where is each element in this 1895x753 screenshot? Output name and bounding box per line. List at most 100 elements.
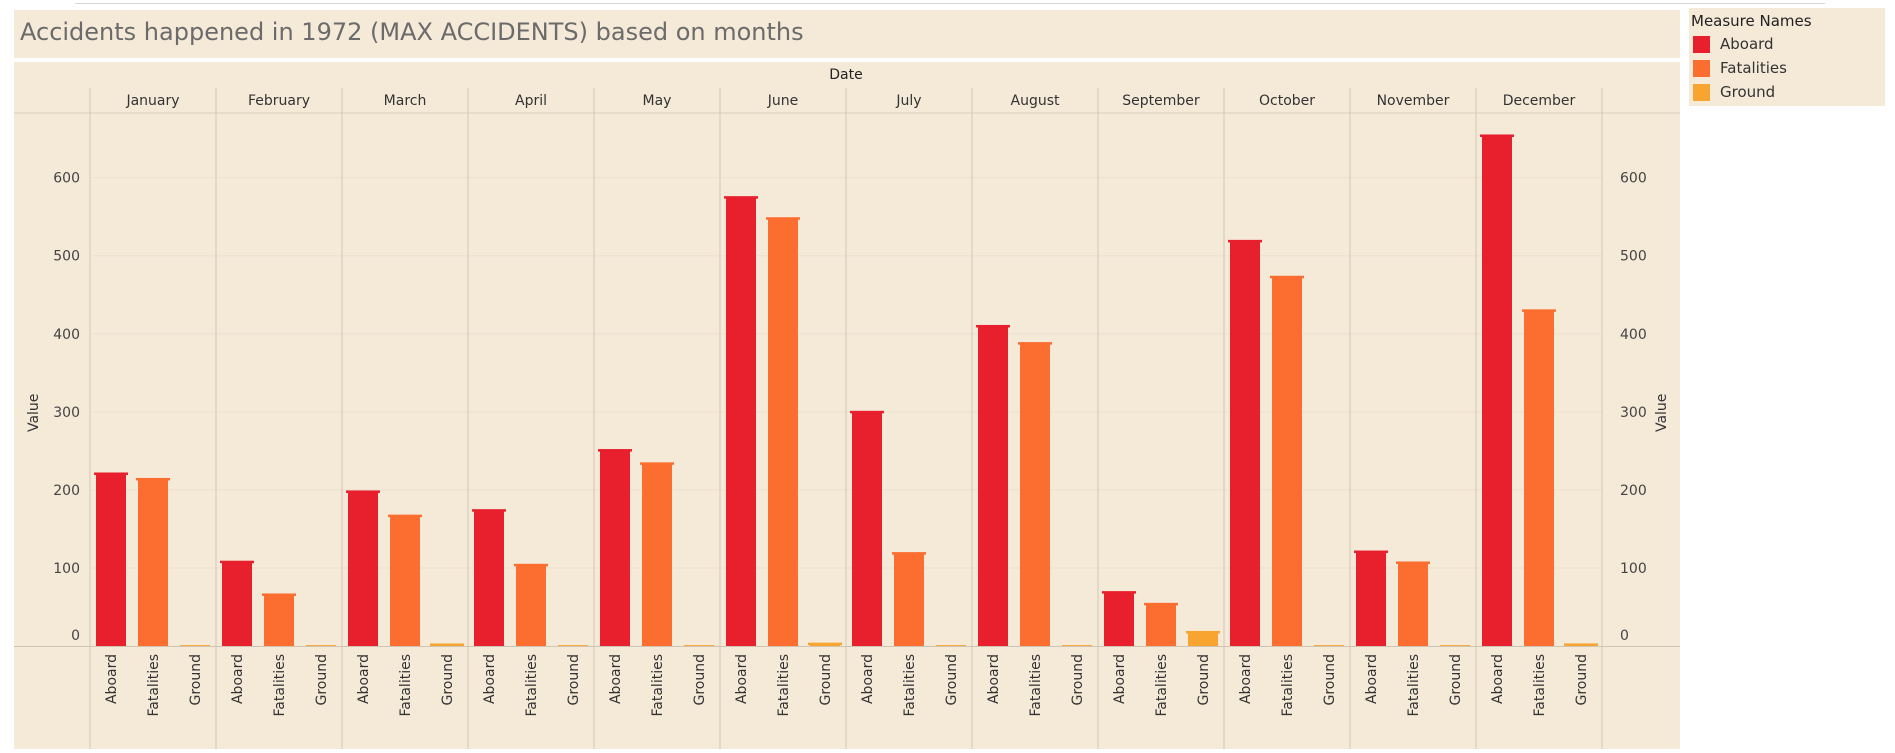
- month-label-june: June: [767, 93, 799, 109]
- bar-october-fatalities: [1272, 276, 1302, 646]
- measure-label-may-aboard: Aboard: [608, 654, 624, 704]
- measure-label-may-ground: Ground: [692, 654, 708, 706]
- legend-swatch-aboard: [1693, 36, 1710, 53]
- measure-label-april-aboard: Aboard: [482, 654, 498, 704]
- bar-september-ground-cap: [1186, 630, 1220, 634]
- bar-september-aboard: [1104, 592, 1134, 646]
- measure-label-september-ground: Ground: [1196, 654, 1212, 706]
- bar-may-fatalities: [642, 463, 672, 646]
- legend: Measure Names Aboard Fatalities Ground: [1689, 8, 1885, 106]
- y-tick-left-400: 400: [53, 327, 80, 343]
- bar-june-aboard-cap: [724, 196, 758, 199]
- measure-label-november-fatalities: Fatalities: [1406, 654, 1422, 716]
- legend-label-fatalities: Fatalities: [1720, 59, 1787, 77]
- measure-label-october-ground: Ground: [1322, 654, 1338, 706]
- measure-label-june-ground: Ground: [818, 654, 834, 706]
- bar-april-fatalities: [516, 564, 546, 646]
- bar-january-fatalities-cap: [136, 477, 170, 481]
- measure-label-october-fatalities: Fatalities: [1280, 654, 1296, 716]
- bar-december-aboard-cap: [1480, 134, 1514, 137]
- measure-label-april-ground: Ground: [566, 654, 582, 706]
- bar-april-ground: [558, 645, 588, 646]
- bar-november-aboard: [1356, 551, 1386, 646]
- bar-may-aboard-cap: [598, 449, 632, 452]
- bar-december-fatalities: [1524, 310, 1554, 646]
- bar-july-fatalities: [894, 553, 924, 646]
- bar-june-aboard: [726, 197, 756, 646]
- bar-november-aboard-cap: [1354, 550, 1388, 554]
- bar-november-fatalities: [1398, 562, 1428, 646]
- legend-swatch-fatalities: [1693, 60, 1710, 77]
- bar-june-fatalities-cap: [766, 217, 800, 220]
- measure-label-november-aboard: Aboard: [1364, 654, 1380, 704]
- bar-february-ground: [306, 645, 336, 646]
- measure-label-december-aboard: Aboard: [1490, 654, 1506, 704]
- y-tick-right-200: 200: [1620, 483, 1647, 499]
- bar-march-ground-cap: [430, 643, 464, 646]
- bar-layer: [94, 134, 1598, 647]
- month-label-may: May: [643, 93, 672, 109]
- bar-november-fatalities-cap: [1396, 561, 1430, 564]
- bar-may-ground: [684, 645, 714, 646]
- month-label-july: July: [895, 93, 921, 109]
- measure-label-september-fatalities: Fatalities: [1154, 654, 1170, 716]
- measure-label-july-ground: Ground: [944, 654, 960, 706]
- y-axis-title-left: Value: [26, 394, 42, 432]
- bar-september-fatalities: [1146, 603, 1176, 646]
- bar-december-ground-cap: [1564, 643, 1598, 646]
- bar-june-fatalities: [768, 218, 798, 646]
- measure-label-september-aboard: Aboard: [1112, 654, 1128, 704]
- measure-label-may-fatalities: Fatalities: [650, 654, 666, 716]
- bar-december-fatalities-cap: [1522, 309, 1556, 312]
- bar-november-ground: [1440, 645, 1470, 646]
- bar-october-aboard: [1230, 240, 1260, 647]
- bar-march-fatalities: [390, 515, 420, 646]
- measure-label-july-fatalities: Fatalities: [902, 654, 918, 716]
- measure-label-august-aboard: Aboard: [986, 654, 1002, 704]
- month-label-september: September: [1122, 93, 1200, 109]
- bar-march-fatalities-cap: [388, 514, 422, 518]
- measure-label-november-ground: Ground: [1448, 654, 1464, 706]
- bar-october-fatalities-cap: [1270, 275, 1304, 279]
- bar-february-fatalities-cap: [262, 593, 296, 596]
- y-tick-left-500: 500: [53, 249, 80, 265]
- measure-label-march-aboard: Aboard: [356, 654, 372, 704]
- bar-may-fatalities-cap: [640, 462, 674, 465]
- bar-january-aboard: [96, 473, 126, 646]
- bar-january-ground: [180, 645, 210, 646]
- column-header-label: Date: [829, 67, 862, 83]
- bar-january-fatalities: [138, 478, 168, 646]
- measure-label-august-ground: Ground: [1070, 654, 1086, 706]
- chart-area: Date January February March April May June July…: [14, 62, 1680, 749]
- measure-label-march-fatalities: Fatalities: [398, 654, 414, 716]
- month-label-february: February: [248, 93, 310, 109]
- bar-february-aboard: [222, 561, 252, 646]
- y-tick-right-600: 600: [1620, 171, 1647, 187]
- measure-label-february-ground: Ground: [314, 654, 330, 706]
- y-tick-left-600: 600: [53, 171, 80, 187]
- measure-label-june-aboard: Aboard: [734, 654, 750, 704]
- bar-july-ground: [936, 645, 966, 646]
- bar-july-aboard: [852, 411, 882, 646]
- y-tick-left-300: 300: [53, 405, 80, 421]
- bar-april-fatalities-cap: [514, 563, 548, 567]
- bar-february-fatalities: [264, 594, 294, 646]
- bar-march-aboard-cap: [346, 490, 380, 493]
- bar-july-aboard-cap: [850, 410, 884, 414]
- measure-label-january-aboard: Aboard: [104, 654, 120, 704]
- month-label-october: October: [1259, 93, 1315, 109]
- y-tick-right-300: 300: [1620, 405, 1647, 421]
- bar-december-aboard: [1482, 135, 1512, 646]
- measure-label-february-aboard: Aboard: [230, 654, 246, 704]
- bar-april-aboard-cap: [472, 509, 506, 512]
- measure-label-december-fatalities: Fatalities: [1532, 654, 1548, 716]
- measure-label-january-fatalities: Fatalities: [146, 654, 162, 716]
- y-axis-title-right: Value: [1654, 394, 1670, 432]
- bar-september-aboard-cap: [1102, 591, 1136, 594]
- bar-october-aboard-cap: [1228, 239, 1262, 243]
- measure-label-august-fatalities: Fatalities: [1028, 654, 1044, 716]
- month-label-march: March: [384, 93, 427, 109]
- bar-august-ground: [1062, 645, 1092, 646]
- measure-label-october-aboard: Aboard: [1238, 654, 1254, 704]
- bar-april-aboard: [474, 510, 504, 646]
